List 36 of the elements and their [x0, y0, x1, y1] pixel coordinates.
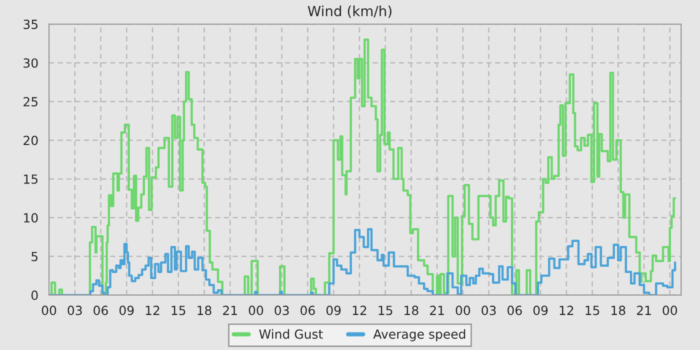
- x-tick-label: 06: [94, 306, 108, 316]
- x-tick-label: 18: [198, 306, 212, 316]
- x-tick-label: 18: [404, 306, 418, 316]
- x-tick-label: 00: [662, 306, 678, 316]
- x-tick-label: 15: [586, 306, 600, 316]
- y-tick-label: 25: [24, 97, 38, 106]
- x-tick-label: 03: [482, 306, 496, 316]
- x-tick-label: 09: [326, 306, 341, 316]
- y-tick-label: 5: [32, 252, 38, 262]
- x-tick-label: 21: [430, 306, 444, 315]
- y-tick-label: 0: [31, 290, 38, 300]
- x-tick-label: 03: [274, 306, 289, 316]
- x-tick-label: 00: [456, 306, 470, 316]
- x-tick-label: 06: [508, 306, 522, 316]
- legend-label: Average speed: [373, 329, 466, 342]
- x-tick-label: 06: [300, 306, 315, 316]
- x-tick-label: 21: [636, 306, 651, 315]
- x-tick-label: 09: [533, 306, 548, 316]
- x-tick-label: 09: [119, 306, 134, 316]
- x-tick-label: 12: [560, 306, 574, 315]
- chart-title: Wind (km/h): [308, 6, 392, 18]
- x-tick-label: 00: [42, 306, 56, 316]
- y-tick-label: 10: [24, 213, 38, 223]
- x-tick-label: 15: [172, 306, 186, 316]
- y-tick-label: 30: [24, 58, 38, 68]
- y-tick-label: 35: [24, 20, 38, 30]
- y-tick-label: 20: [24, 136, 38, 146]
- x-tick-label: 21: [223, 306, 237, 315]
- x-tick-label: 12: [146, 306, 160, 315]
- y-tick-label: 15: [24, 174, 38, 184]
- x-tick-label: 15: [378, 306, 392, 316]
- x-tick-label: 12: [352, 306, 366, 315]
- legend-label: Wind Gust: [259, 329, 323, 339]
- x-tick-label: 03: [68, 306, 82, 316]
- x-tick-label: 18: [612, 306, 626, 316]
- x-tick-label: 00: [248, 306, 264, 316]
